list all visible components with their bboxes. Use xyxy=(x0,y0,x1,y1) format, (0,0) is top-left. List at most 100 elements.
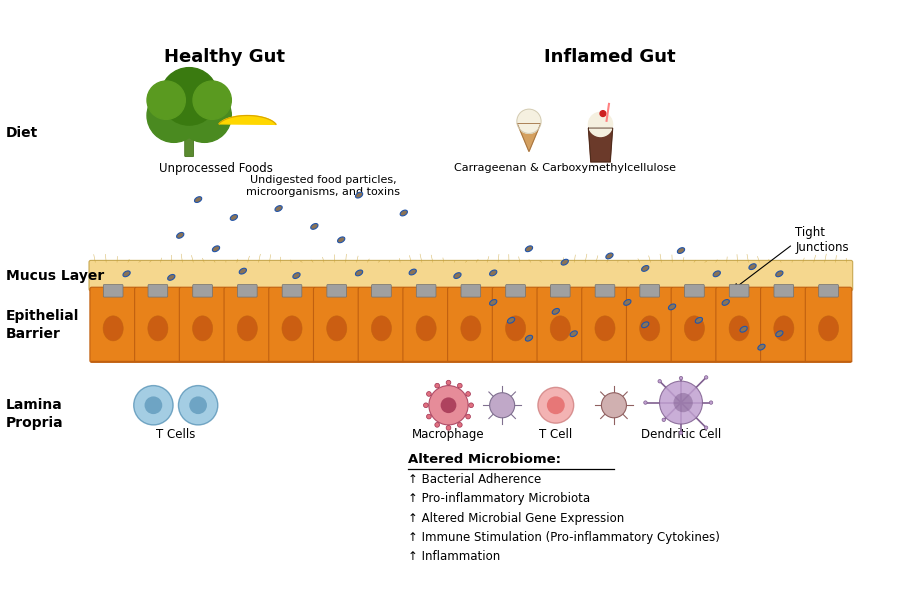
Ellipse shape xyxy=(695,318,702,323)
Circle shape xyxy=(710,401,713,405)
Text: ↑ Inflammation: ↑ Inflammation xyxy=(408,550,501,563)
Circle shape xyxy=(423,403,428,408)
Polygon shape xyxy=(518,124,541,152)
Circle shape xyxy=(457,422,462,427)
Circle shape xyxy=(679,376,683,380)
FancyBboxPatch shape xyxy=(283,285,302,297)
Text: Mucus Layer: Mucus Layer xyxy=(6,269,104,283)
Circle shape xyxy=(490,393,515,418)
Text: Dendritic Cell: Dendritic Cell xyxy=(640,428,721,441)
Circle shape xyxy=(659,381,702,424)
Circle shape xyxy=(189,397,207,414)
Ellipse shape xyxy=(103,316,123,341)
FancyBboxPatch shape xyxy=(774,285,794,297)
Ellipse shape xyxy=(553,308,560,315)
FancyBboxPatch shape xyxy=(179,287,226,362)
Text: Epithelial
Barrier: Epithelial Barrier xyxy=(6,308,79,341)
Circle shape xyxy=(179,386,218,425)
FancyBboxPatch shape xyxy=(684,285,704,297)
Ellipse shape xyxy=(605,253,613,259)
Ellipse shape xyxy=(749,264,756,269)
Circle shape xyxy=(469,403,474,408)
Ellipse shape xyxy=(595,316,615,341)
Circle shape xyxy=(193,81,231,119)
FancyBboxPatch shape xyxy=(103,285,123,297)
Text: ↑ Altered Microbial Gene Expression: ↑ Altered Microbial Gene Expression xyxy=(408,512,624,524)
Ellipse shape xyxy=(640,316,660,341)
Ellipse shape xyxy=(282,316,302,341)
Ellipse shape xyxy=(550,316,570,341)
Circle shape xyxy=(658,379,661,383)
Circle shape xyxy=(644,401,647,405)
Circle shape xyxy=(588,113,613,136)
Circle shape xyxy=(161,67,218,125)
Ellipse shape xyxy=(310,223,318,230)
Ellipse shape xyxy=(506,316,526,341)
Ellipse shape xyxy=(490,270,497,276)
FancyBboxPatch shape xyxy=(819,285,839,297)
Ellipse shape xyxy=(355,192,362,198)
Ellipse shape xyxy=(722,299,729,305)
FancyBboxPatch shape xyxy=(506,285,526,297)
Circle shape xyxy=(547,397,565,414)
Circle shape xyxy=(427,392,431,397)
Ellipse shape xyxy=(641,322,649,327)
Ellipse shape xyxy=(337,237,344,243)
Circle shape xyxy=(538,387,574,423)
Ellipse shape xyxy=(213,246,220,252)
Ellipse shape xyxy=(570,331,578,337)
Ellipse shape xyxy=(416,316,436,341)
FancyBboxPatch shape xyxy=(371,285,391,297)
Text: Altered Microbiome:: Altered Microbiome: xyxy=(408,453,562,466)
Ellipse shape xyxy=(461,316,481,341)
Ellipse shape xyxy=(409,269,416,275)
FancyBboxPatch shape xyxy=(492,287,539,362)
Text: T Cell: T Cell xyxy=(539,428,572,441)
Ellipse shape xyxy=(237,316,257,341)
Ellipse shape xyxy=(508,318,515,323)
FancyBboxPatch shape xyxy=(313,287,360,362)
Circle shape xyxy=(466,392,470,397)
Circle shape xyxy=(147,81,186,119)
FancyBboxPatch shape xyxy=(626,287,673,362)
Text: Unprocessed Foods: Unprocessed Foods xyxy=(159,162,273,175)
FancyBboxPatch shape xyxy=(89,260,853,291)
Text: Macrophage: Macrophage xyxy=(413,428,484,441)
FancyBboxPatch shape xyxy=(238,285,257,297)
Text: Lamina
Propria: Lamina Propria xyxy=(6,398,64,430)
Ellipse shape xyxy=(729,316,749,341)
Circle shape xyxy=(704,376,708,379)
Text: Healthy Gut: Healthy Gut xyxy=(164,48,285,65)
Circle shape xyxy=(147,89,201,143)
Ellipse shape xyxy=(668,304,675,310)
Circle shape xyxy=(144,397,162,414)
FancyBboxPatch shape xyxy=(716,287,762,362)
Ellipse shape xyxy=(168,275,175,280)
Ellipse shape xyxy=(327,316,347,341)
Ellipse shape xyxy=(490,299,497,305)
FancyBboxPatch shape xyxy=(403,287,449,362)
Text: T Cells: T Cells xyxy=(156,428,196,441)
FancyBboxPatch shape xyxy=(448,287,494,362)
FancyBboxPatch shape xyxy=(224,287,271,362)
Ellipse shape xyxy=(400,210,407,216)
Ellipse shape xyxy=(177,233,184,238)
FancyBboxPatch shape xyxy=(269,287,315,362)
Ellipse shape xyxy=(275,206,283,211)
Text: Undigested food particles,
microorganisms, and toxins: Undigested food particles, microorganism… xyxy=(247,175,400,197)
Circle shape xyxy=(662,418,666,422)
FancyBboxPatch shape xyxy=(358,287,405,362)
FancyBboxPatch shape xyxy=(193,285,213,297)
Ellipse shape xyxy=(562,259,569,265)
FancyBboxPatch shape xyxy=(595,285,614,297)
FancyBboxPatch shape xyxy=(537,287,584,362)
Ellipse shape xyxy=(355,270,362,276)
Ellipse shape xyxy=(195,196,202,203)
Ellipse shape xyxy=(371,316,391,341)
Ellipse shape xyxy=(148,316,168,341)
Circle shape xyxy=(457,383,462,388)
Text: Tight
Junctions: Tight Junctions xyxy=(796,226,849,254)
Circle shape xyxy=(517,109,541,133)
Ellipse shape xyxy=(454,273,461,278)
Text: Diet: Diet xyxy=(6,125,38,140)
